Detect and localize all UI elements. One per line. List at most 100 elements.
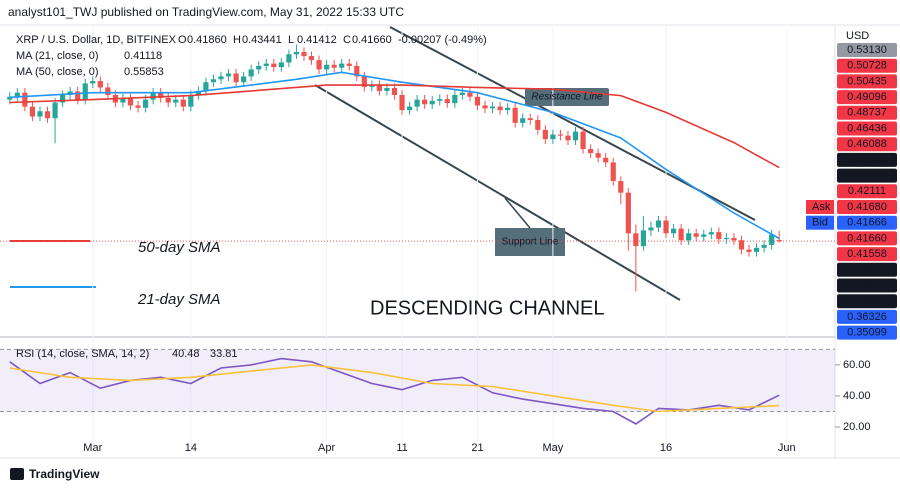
ma-legend-name: MA (21, close, 0) [16, 50, 99, 62]
candle-body [173, 99, 179, 103]
price-tag [837, 152, 897, 167]
currency-label: USD [846, 30, 869, 42]
candle-body [7, 96, 13, 100]
ohlc-key: O [178, 34, 187, 46]
candle-body [708, 232, 714, 235]
price-tag-label: 0.46088 [847, 138, 887, 150]
indicator-line [9, 84, 780, 169]
candle-body [731, 237, 737, 241]
candle-body [618, 181, 624, 193]
ma-legend-value: 0.55853 [124, 66, 164, 78]
rsi-legend-value: 40.48 [172, 348, 200, 360]
candle-body [180, 99, 186, 107]
candle-body [188, 94, 194, 107]
candle-body [520, 118, 526, 123]
y-tick-label: 20.00 [843, 421, 871, 433]
candle-body [293, 51, 300, 55]
candle-body [527, 118, 533, 120]
price-tag-label: 0.49096 [847, 91, 887, 103]
candle-body [686, 233, 692, 241]
price-tag [837, 137, 897, 152]
candle-body [467, 92, 473, 97]
candle-body [339, 63, 345, 68]
indicator-line [9, 364, 780, 413]
candle-body [391, 88, 398, 95]
candle-body [29, 106, 36, 117]
x-tick-label: May [543, 442, 564, 454]
candle-body [746, 249, 752, 252]
candle-body [497, 106, 503, 111]
change-value: -0.00207 (-0.49%) [398, 34, 487, 46]
price-tag [837, 43, 897, 57]
price-tag [837, 215, 897, 230]
price-tag [837, 105, 897, 120]
candle-body [406, 106, 413, 111]
candle-body [301, 51, 307, 57]
candle-body [459, 92, 465, 95]
candle-body [241, 76, 247, 83]
side-tag [806, 200, 834, 214]
candle-body [512, 107, 518, 123]
candle-body [678, 228, 684, 241]
annotation: Resistance Line [531, 92, 603, 103]
candle-body [195, 90, 201, 95]
price-tag [837, 231, 897, 246]
candle-body [324, 64, 330, 70]
candle-body [354, 65, 360, 77]
candle-body [376, 85, 383, 91]
candle-body [225, 73, 232, 77]
candle-body [557, 134, 564, 136]
rsi-title: RSI (14, close, SMA, 14, 2) [16, 348, 149, 360]
candle-body [218, 76, 224, 80]
candle-body [603, 157, 609, 163]
candle-body [346, 63, 352, 66]
candle-body [474, 96, 481, 106]
candle-body [60, 94, 66, 103]
candle-body [210, 79, 217, 83]
candle-body [308, 56, 315, 61]
candle-body [165, 97, 171, 103]
side-tag-label: Bid [812, 217, 828, 229]
price-tag [837, 184, 897, 199]
candle-body [633, 233, 639, 247]
candle-body [429, 100, 435, 105]
candle-body [648, 227, 654, 231]
price-tag [837, 278, 897, 293]
side-tag-label: Ask [812, 201, 831, 213]
ohlc-key: L [288, 34, 294, 46]
candle-body [203, 82, 209, 91]
candle-body [233, 73, 239, 83]
candle-body [444, 99, 450, 104]
x-tick-label: Apr [318, 442, 335, 454]
candle-body [550, 134, 556, 140]
candle-body [14, 92, 20, 97]
price-tag [837, 262, 897, 277]
candle-body [135, 105, 141, 108]
candle-body [701, 234, 707, 237]
candle-body [542, 129, 548, 140]
annotation: Support Line [502, 237, 559, 248]
y-tick-label: 40.00 [843, 390, 871, 402]
y-tick-label: 60.00 [843, 359, 871, 371]
ohlc-value: 0.43441 [242, 34, 282, 46]
price-tag-label: 0.53130 [847, 44, 887, 56]
candle-body [369, 85, 375, 87]
ohlc-value: 0.41660 [352, 34, 392, 46]
price-tag [837, 121, 897, 136]
support-box [495, 228, 565, 256]
candle-body [769, 234, 775, 245]
candle-body [663, 220, 669, 234]
price-tag-label: 0.36326 [847, 311, 887, 323]
candle-body [572, 131, 579, 141]
price-tag [837, 247, 897, 262]
price-tag-label: 0.36624 [847, 295, 887, 307]
ma-legend-name: MA (50, close, 0) [16, 66, 99, 78]
price-tag-label: 0.36624 [847, 279, 887, 291]
x-tick-label: 11 [396, 442, 407, 454]
candle-body [105, 87, 111, 95]
candle-body [565, 135, 571, 141]
candle-body [422, 99, 428, 105]
candle-body [158, 92, 164, 98]
candle-body [738, 240, 745, 250]
